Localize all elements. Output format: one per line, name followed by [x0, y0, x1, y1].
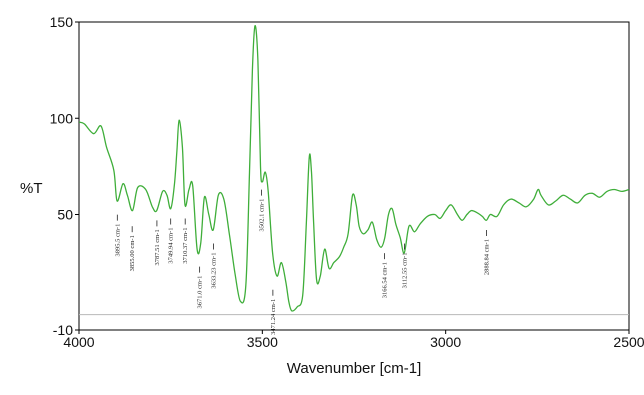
spectrum-series-line [79, 25, 629, 312]
y-axis-title: %T [20, 180, 43, 197]
peak-label-text: 3633.23 cm-1 [210, 253, 217, 289]
x-tick: 2500 [613, 330, 644, 350]
x-tick-label: 3500 [247, 334, 278, 350]
y-tick: -10 [53, 322, 79, 338]
peak-label: 3749.94 cm-1 [168, 218, 175, 264]
peak-label: 3471.24 cm-1 [270, 289, 277, 335]
x-tick-label: 4000 [63, 334, 94, 350]
y-tick-label: 100 [50, 110, 74, 126]
y-tick: 150 [50, 14, 79, 30]
peak-label-text: 3112.55 cm-1 [401, 253, 408, 289]
y-tick-label: -10 [53, 322, 73, 338]
peak-label-text: 3671.0 cm-1 [197, 276, 204, 309]
peak-label: 3895.5 cm-1 [114, 214, 121, 257]
peak-label-text: 3502.1 cm-1 [259, 199, 266, 232]
y-tick: 50 [57, 207, 79, 223]
peak-label-text: 3855.00 cm-1 [129, 235, 136, 271]
peak-label: 3855.00 cm-1 [129, 226, 136, 271]
peak-label: 3502.1 cm-1 [259, 189, 266, 232]
peak-label-text: 3471.24 cm-1 [270, 299, 277, 335]
plot-frame [78, 21, 630, 331]
peak-label-text: 2888.84 cm-1 [483, 239, 490, 275]
y-tick-label: 50 [57, 207, 73, 223]
peak-label: 3671.0 cm-1 [197, 266, 204, 309]
peak-label: 2888.84 cm-1 [483, 230, 490, 275]
x-tick: 4000 [63, 330, 95, 350]
x-tick-label: 3000 [430, 334, 461, 350]
peak-label: 3166.54 cm-1 [382, 253, 389, 298]
peak-label-text: 3895.5 cm-1 [114, 224, 121, 257]
x-axis-title: Wavenumber [cm-1] [287, 360, 421, 377]
peak-label-text: 3166.54 cm-1 [382, 262, 389, 298]
peak-label-text: 3787.51 cm-1 [154, 229, 161, 265]
peak-label-text: 3749.94 cm-1 [168, 228, 175, 264]
y-tick-label: 150 [50, 14, 74, 30]
peak-label: 3787.51 cm-1 [154, 220, 161, 266]
x-tick: 3500 [247, 330, 278, 350]
peak-label-text: 3710.37 cm-1 [182, 228, 189, 264]
peak-label: 3633.23 cm-1 [210, 243, 217, 289]
x-tick-label: 2500 [613, 334, 644, 350]
peak-label: 3112.55 cm-1 [401, 243, 408, 289]
y-tick: 100 [50, 110, 79, 126]
x-tick: 3000 [430, 330, 461, 350]
peak-label: 3710.37 cm-1 [182, 218, 189, 264]
